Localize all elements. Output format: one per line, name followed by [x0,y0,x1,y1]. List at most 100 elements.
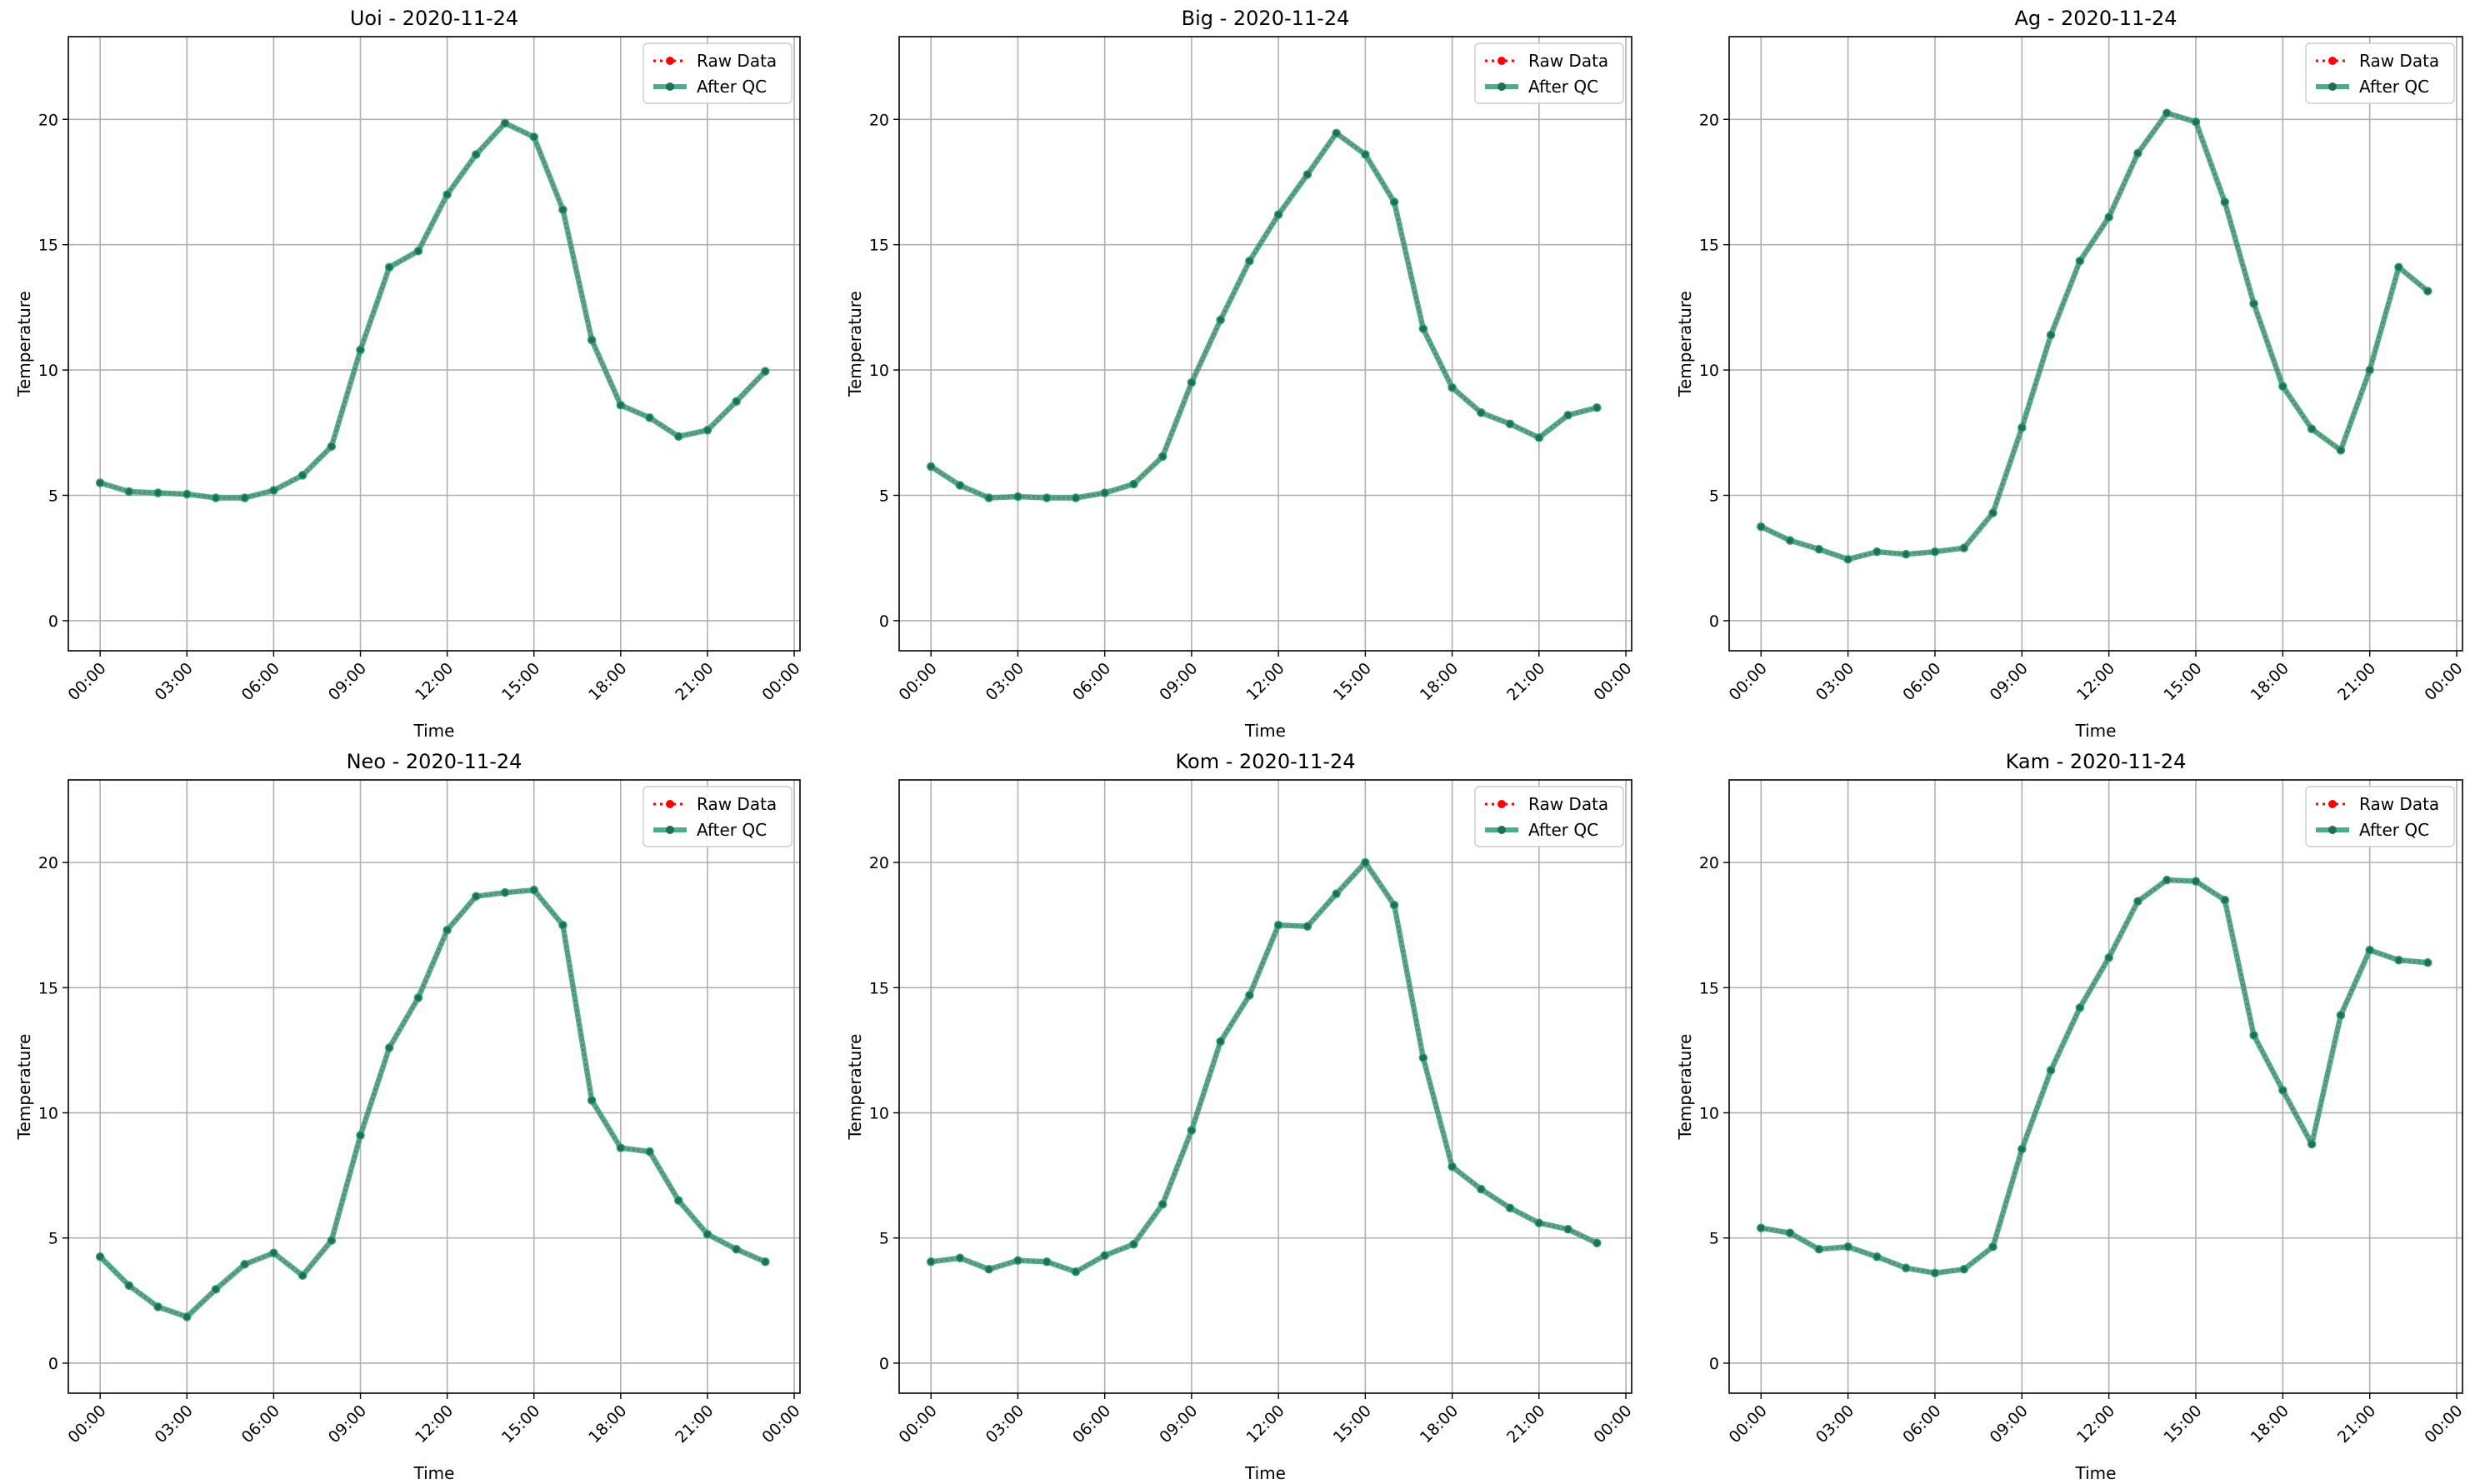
data-point [673,1196,683,1205]
legend-label-raw-data: Raw Data [1528,794,1608,814]
data-point [761,367,770,376]
y-tick-label: 20 [38,111,58,129]
data-point [153,488,162,497]
data-point [1534,433,1544,442]
data-point [1959,543,1968,552]
legend-label-after-qc: After QC [1528,77,1598,97]
subplot-6: 00:00 03:00 06:00 09:00 12:00 15:00 18:00 21:00… [1675,750,2467,1483]
x-tick-label: 06:00 [238,659,283,704]
axes-frame [898,36,1632,652]
data-point [2018,423,2027,432]
data-point [2307,424,2317,434]
grid [899,37,1632,651]
x-tick-label: 03:00 [1812,1402,1858,1447]
data-point [645,1147,654,1157]
x-tick-label: 00:00 [64,1402,109,1447]
legend-marker-after-qc [2328,826,2337,834]
data-point [1100,488,1109,497]
y-tick-label: 20 [38,854,58,872]
legend-marker-raw-data [2328,57,2337,65]
data-point [1071,493,1081,502]
x-tick-label: 15:00 [1330,659,1375,704]
data-point [2162,108,2172,117]
x-tick-label: 21:00 [672,1402,717,1447]
x-tick-label: 00:00 [1590,1402,1635,1447]
x-tick-label: 12:00 [2073,1402,2118,1447]
y-tick-label: 5 [879,1230,889,1248]
data-point [1477,407,1486,417]
y-axis-label: Temperature [1675,291,1695,397]
y-tick-label: 15 [869,979,889,997]
data-point [327,1236,337,1246]
y-tick-label: 10 [1699,362,1719,380]
x-tick-label: 00:00 [2421,659,2466,704]
x-tick-label: 00:00 [1726,1402,1771,1447]
data-point [1129,479,1138,489]
data-point [926,1257,936,1267]
x-tick-label: 12:00 [1242,659,1288,704]
data-point [442,190,452,199]
legend: Raw Data After QC [642,42,792,104]
y-tick-label: 10 [38,1105,58,1123]
legend-label-after-qc: After QC [1528,820,1598,840]
y-tick-label: 0 [879,1355,889,1373]
data-point [2365,365,2374,375]
data-point [95,1252,105,1262]
series-line-after-qc [928,130,1600,501]
x-tick-label: 21:00 [672,659,717,704]
y-tick-label: 0 [48,1355,58,1373]
legend-marker-raw-data [666,800,674,808]
data-point [153,1302,162,1312]
series-line-raw-data [1760,112,2428,561]
y-tick-label: 20 [1699,111,1719,129]
x-tick-label: 12:00 [412,659,457,704]
x-tick-label: 09:00 [325,1402,370,1447]
data-point [1071,1267,1081,1277]
data-point [1959,1265,1968,1274]
y-tick-label: 5 [1709,1230,1719,1248]
y-tick-label: 20 [1699,854,1719,872]
subplot-5: 00:00 03:00 06:00 09:00 12:00 15:00 18:00 21:00… [845,750,1636,1483]
series-line-raw-data [99,122,767,499]
data-point [2423,958,2432,967]
data-point [413,246,423,256]
data-point [413,993,423,1002]
grid [899,780,1632,1393]
data-point [1785,536,1795,545]
y-axis-label: Temperature [845,291,865,397]
subplot-2: 00:00 03:00 06:00 09:00 12:00 15:00 18:00 21:00… [845,7,1636,741]
data-point [1814,544,1824,554]
x-tick-label: 03:00 [152,659,197,704]
data-point [1757,522,1766,532]
x-tick-label: 18:00 [2248,1402,2292,1447]
x-tick-label: 09:00 [325,659,370,704]
legend-marker-raw-data [2328,800,2337,808]
data-point [1273,210,1283,219]
legend-marker-raw-data [1498,800,1506,808]
data-point [442,925,452,935]
x-tick-label: 15:00 [498,1402,543,1447]
series-line-after-qc [97,887,768,1320]
x-tick-label: 06:00 [1899,1402,1944,1447]
legend: Raw Data After QC [2305,42,2455,104]
data-point [761,1257,770,1267]
x-tick-label: 03:00 [1812,659,1858,704]
data-point [616,400,626,410]
data-point [2278,1086,2288,1095]
x-tick-label: 09:00 [1987,659,2032,704]
series-line-after-qc [928,859,1600,1275]
data-point [1988,508,1998,517]
data-point [587,335,597,345]
data-point [2249,1031,2258,1040]
y-tick-label: 5 [879,487,889,505]
data-point [269,486,278,495]
series-line-raw-data [931,861,1598,1273]
data-point [1013,492,1022,502]
series-line-raw-data [1761,879,2428,1274]
series-line-raw-data [99,889,766,1318]
y-tick-label: 5 [48,1230,58,1248]
y-tick-label: 10 [869,1105,889,1123]
legend-label-after-qc: After QC [2359,77,2429,97]
data-point [1988,1242,1998,1252]
data-point [1100,1251,1109,1261]
